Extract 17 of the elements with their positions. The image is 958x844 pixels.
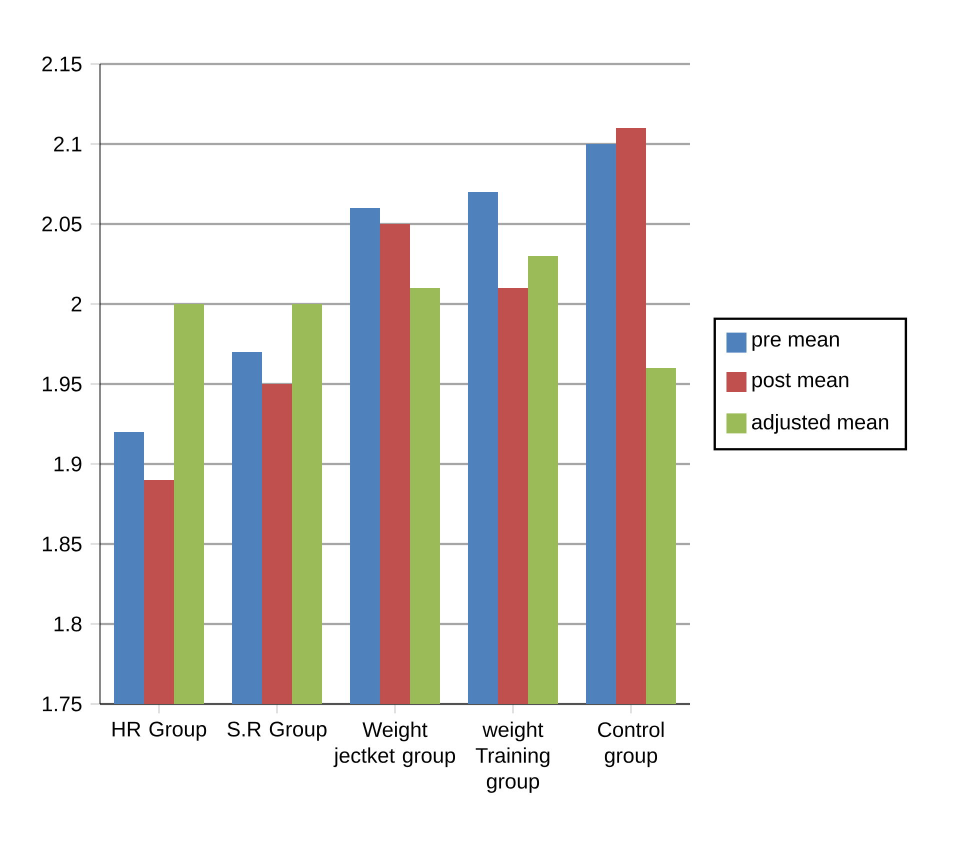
x-tick-label: HR Group bbox=[112, 722, 206, 741]
y-tick-label: 2.1 bbox=[54, 136, 82, 152]
y-tick-label: 1.8 bbox=[54, 616, 82, 632]
y-tick-label: 1.85 bbox=[42, 536, 82, 552]
x-tick-label: S.R Group bbox=[228, 722, 326, 741]
y-tick-label: 2 bbox=[72, 296, 82, 312]
x-tick-label: weight Training group bbox=[476, 722, 550, 793]
y-tick-label: 1.9 bbox=[54, 456, 82, 472]
legend-label: post mean bbox=[752, 373, 848, 392]
x-tick-label: Control group bbox=[598, 722, 664, 768]
y-tick-label: 2.05 bbox=[42, 216, 82, 232]
y-tick-label: 1.95 bbox=[42, 376, 82, 392]
x-tick-label: Weight jectket group bbox=[334, 722, 456, 768]
legend-label: pre mean bbox=[752, 335, 839, 351]
legend-label: adjusted mean bbox=[752, 414, 888, 434]
y-tick-label: 1.75 bbox=[42, 696, 82, 712]
y-tick-label: 2.15 bbox=[42, 56, 82, 72]
